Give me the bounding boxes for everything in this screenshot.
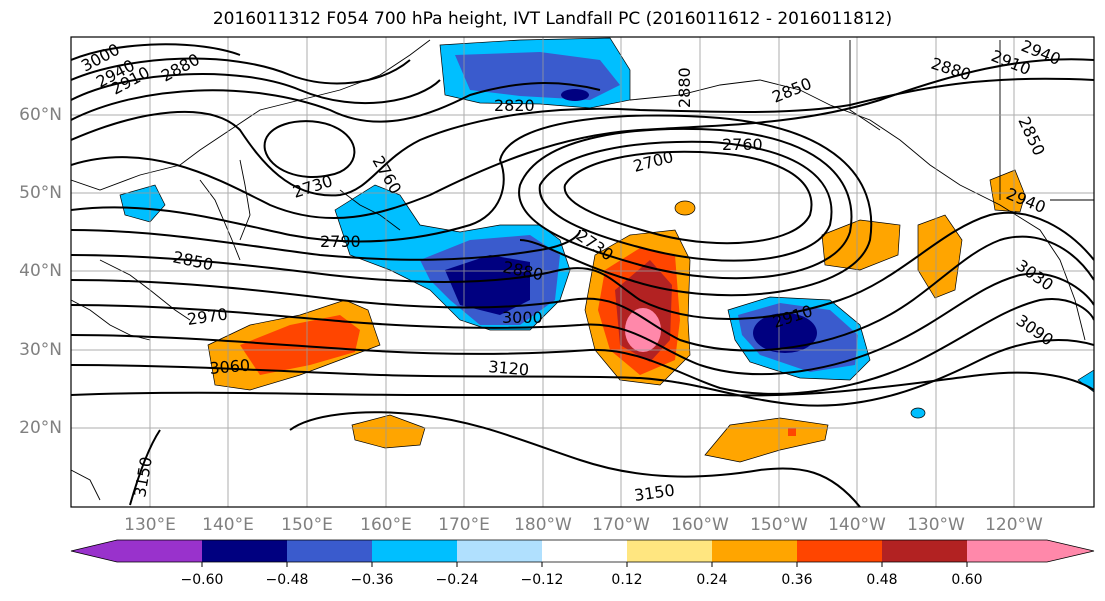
- colorbar-cell: [712, 540, 797, 562]
- contour-label: 3000: [502, 308, 543, 327]
- shading-positive: [207, 169, 1026, 463]
- colorbar-extend-max: [1047, 540, 1094, 562]
- lat-label: 40°N: [19, 261, 62, 281]
- contour-label: 2880: [675, 67, 694, 108]
- contour-label: 3150: [130, 455, 156, 498]
- contour-label: 2760: [722, 135, 763, 154]
- colorbar-tick-label: −0.60: [180, 572, 224, 588]
- colorbar-cell: [967, 540, 1047, 562]
- lon-label: 140°E: [202, 515, 254, 535]
- colorbar-cell: [797, 540, 882, 562]
- contour-label: 2850: [1014, 114, 1048, 159]
- lon-label: 130°E: [124, 515, 176, 535]
- height-contours: [71, 43, 1094, 507]
- contour-label: 2880: [158, 50, 203, 86]
- contour-label: 2850: [769, 74, 814, 107]
- lon-label: 140°W: [828, 515, 886, 535]
- lon-label: 150°W: [750, 515, 808, 535]
- lat-label: 50°N: [19, 183, 62, 203]
- colorbar-tick-label: 0.48: [866, 572, 898, 588]
- lon-label: 160°E: [360, 515, 412, 535]
- colorbar-tick-label: −0.24: [435, 572, 479, 588]
- lat-label: 30°N: [19, 340, 62, 360]
- contour-label: 2880: [929, 54, 974, 85]
- figure-title: 2016011312 F054 700 hPa height, IVT Land…: [212, 9, 893, 29]
- contour-label: 3120: [488, 357, 530, 379]
- lon-label: 180°W: [514, 515, 572, 535]
- contour-label: 2850: [171, 247, 215, 274]
- colorbar-tick-label: 0.36: [781, 572, 813, 588]
- lat-label: 20°N: [19, 418, 62, 438]
- colorbar-cell: [372, 540, 457, 562]
- map-frame: [70, 36, 1095, 508]
- colorbar-tick-label: −0.36: [350, 572, 394, 588]
- colorbar-cell: [542, 540, 627, 562]
- contour-label: 3090: [1013, 311, 1057, 350]
- contour-label: 3060: [209, 356, 251, 378]
- contour-label: 2700: [631, 147, 675, 176]
- contour-label: 3150: [633, 480, 676, 504]
- contour-label: 2790: [320, 232, 361, 251]
- colorbar-cell: [117, 540, 202, 562]
- colorbar-tick-label: 0.12: [611, 572, 643, 588]
- colorbar: [70, 539, 1095, 567]
- colorbar-cell: [882, 540, 967, 562]
- lon-label: 160°W: [671, 515, 729, 535]
- colorbar-tick-label: 0.60: [951, 572, 983, 588]
- lat-label: 60°N: [19, 105, 62, 125]
- contour-label: 3030: [1013, 256, 1057, 295]
- lon-label: 170°E: [438, 515, 490, 535]
- colorbar-tick-label: −0.48: [265, 572, 309, 588]
- colorbar-cell: [287, 540, 372, 562]
- lon-label: 150°E: [281, 515, 333, 535]
- lon-label: 120°W: [985, 515, 1043, 535]
- colorbar-cell: [202, 540, 287, 562]
- colorbar-cell: [457, 540, 542, 562]
- lon-label: 170°W: [592, 515, 650, 535]
- lon-label: 130°W: [907, 515, 965, 535]
- colorbar-extend-min: [71, 540, 117, 562]
- colorbar-cell: [627, 540, 712, 562]
- colorbar-tick-label: −0.12: [520, 572, 564, 588]
- colorbar-tick-label: 0.24: [696, 572, 728, 588]
- contour-label: 2970: [186, 304, 229, 328]
- contour-label: 2820: [494, 96, 535, 115]
